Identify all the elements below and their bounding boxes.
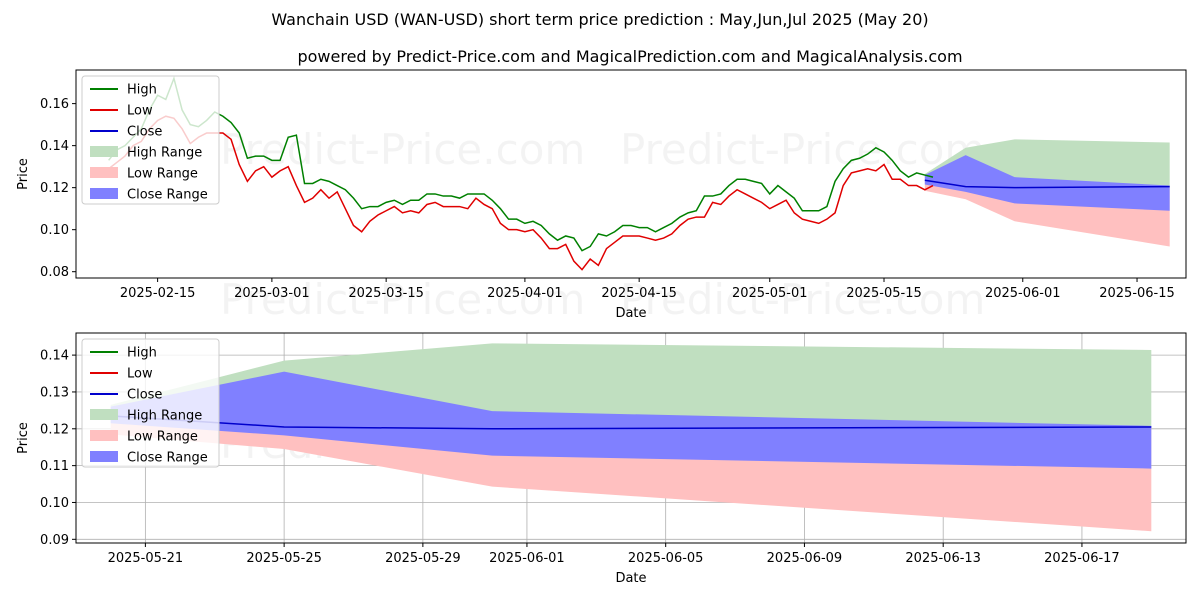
chart-subtitle: powered by Predict-Price.com and Magical… <box>297 47 962 66</box>
legend-high-range-label: High Range <box>127 409 202 424</box>
x-axis-label: Date <box>615 571 646 586</box>
top-panel: Predict-Price.com Predict-Price.com Predic… <box>16 69 1187 324</box>
legend-close-label: Close <box>127 388 162 403</box>
close-series-line <box>924 179 1170 189</box>
legend-low-label: Low <box>127 104 153 119</box>
x-tick-label: 2025-06-09 <box>767 551 843 566</box>
y-axis-label: Price <box>16 158 31 190</box>
watermark-text: Predict-Price.com <box>620 125 985 174</box>
x-tick-label: 2025-04-15 <box>601 286 677 301</box>
bottom-panel: Predict-Price.comPredict-Price.com2025-0… <box>16 332 1187 586</box>
close-range-band <box>924 155 1170 211</box>
x-tick-label: 2025-05-29 <box>385 551 461 566</box>
x-tick-label: 2025-04-01 <box>487 286 563 301</box>
legend-close-range-label: Close Range <box>127 188 208 203</box>
x-tick-label: 2025-05-15 <box>846 286 922 301</box>
high-series-line <box>108 75 934 252</box>
legend-close-range-swatch <box>90 188 118 199</box>
legend-high-range-swatch <box>90 146 118 157</box>
close-range-band <box>110 371 1152 469</box>
x-tick-label: 2025-06-13 <box>905 551 981 566</box>
x-tick-label: 2025-03-01 <box>234 286 310 301</box>
x-tick-label: 2025-06-17 <box>1044 551 1120 566</box>
legend-low-range-label: Low Range <box>127 167 198 182</box>
y-tick-label: 0.16 <box>40 97 69 112</box>
watermark-text: Predict-Price.com <box>220 275 585 324</box>
legend-low-range-label: Low Range <box>127 430 198 445</box>
x-tick-label: 2025-06-01 <box>489 551 565 566</box>
legend-close-label: Close <box>127 125 162 140</box>
x-tick-label: 2025-05-25 <box>246 551 322 566</box>
legend-high-range-swatch <box>90 409 118 420</box>
y-tick-label: 0.12 <box>40 181 69 196</box>
x-tick-label: 2025-02-15 <box>120 286 196 301</box>
legend-low-range-swatch <box>90 430 118 441</box>
x-tick-label: 2025-06-15 <box>1099 286 1175 301</box>
y-tick-label: 0.10 <box>40 223 69 238</box>
low-series-line <box>108 115 934 271</box>
x-tick-label: 2025-05-21 <box>108 551 184 566</box>
y-tick-label: 0.12 <box>40 422 69 437</box>
x-tick-label: 2025-06-05 <box>628 551 704 566</box>
watermark-text: Predict-Price.com <box>620 275 985 324</box>
plot-frame <box>75 332 1187 544</box>
legend-high-label: High <box>127 83 157 98</box>
y-tick-label: 0.11 <box>40 459 69 474</box>
y-tick-label: 0.10 <box>40 496 69 511</box>
watermark-text: Predict-Price.com <box>220 125 585 174</box>
plot-frame <box>75 69 1187 279</box>
y-axis-label: Price <box>16 422 31 454</box>
legend-close-range-swatch <box>90 451 118 462</box>
x-axis-label: Date <box>615 306 646 321</box>
y-tick-label: 0.09 <box>40 533 69 548</box>
x-tick-label: 2025-06-01 <box>985 286 1061 301</box>
x-tick-label: 2025-03-15 <box>348 286 424 301</box>
y-tick-label: 0.13 <box>40 385 69 400</box>
legend-low-range-swatch <box>90 167 118 178</box>
x-tick-label: 2025-05-01 <box>732 286 808 301</box>
chart-title: Wanchain USD (WAN-USD) short term price … <box>271 10 928 29</box>
legend-close-range-label: Close Range <box>127 451 208 466</box>
y-tick-label: 0.14 <box>40 139 69 154</box>
legend-high-label: High <box>127 346 157 361</box>
legend-low-label: Low <box>127 367 153 382</box>
legend-high-range-label: High Range <box>127 146 202 161</box>
y-tick-label: 0.08 <box>40 265 69 280</box>
y-tick-label: 0.14 <box>40 349 69 364</box>
